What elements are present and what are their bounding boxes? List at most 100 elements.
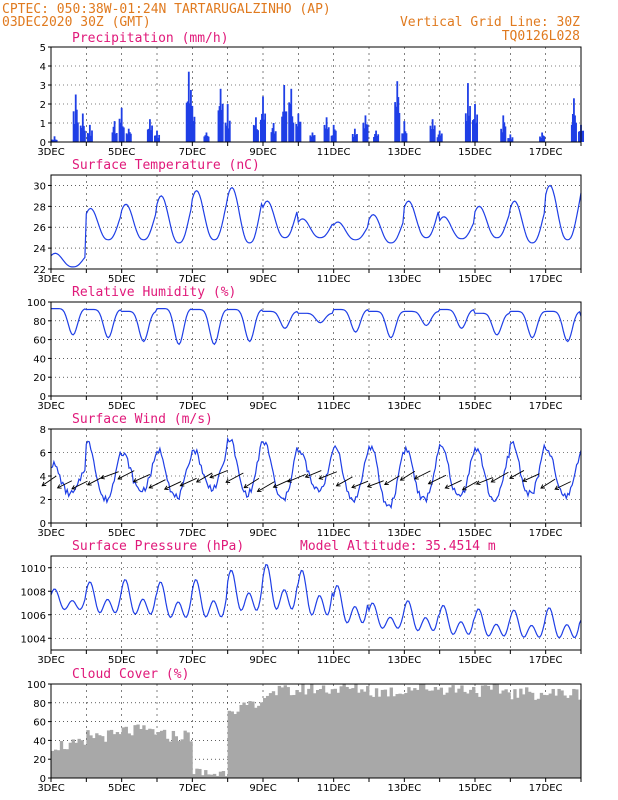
precip-bar [79,125,82,142]
cloud-bar [463,691,467,778]
wind-arrow-head [318,475,324,480]
precip-bar [574,115,576,142]
cloud-bar [410,690,414,778]
cloud-bar [274,695,279,778]
wind-arrow [287,473,306,483]
cloud-bar [480,685,485,778]
cloud-bar [360,689,364,778]
wind-arrow-head [117,475,123,480]
precip-bar [374,134,376,142]
x-tick-label: 3DEC [37,274,64,285]
precip-bar [219,88,222,142]
wind-arrow [491,471,509,483]
cloud-bar [310,684,314,778]
cloud-bar [286,687,290,778]
cloud-bar [522,694,526,778]
cloud-bar [374,688,379,778]
precip-bar [146,129,149,142]
precip-bar [464,113,467,142]
x-tick-label: 7DEC [179,274,206,285]
y-tick-label: 60 [33,718,46,729]
cloud-bar [51,750,55,778]
precip-bar [155,135,157,142]
precip-bar [73,123,76,142]
cloud-bar [307,688,311,778]
cloud-bar [442,694,446,778]
x-tick-label: 7DEC [179,401,206,412]
cloud-bar [121,727,126,778]
precip-bar [476,114,479,142]
precip-bar [126,134,129,142]
wind-arrow-head [100,474,105,480]
precip-bar [438,130,441,142]
precip-bar [283,85,286,142]
cloud-bar [551,688,555,778]
wind-arrow [319,471,338,480]
cloud-bar [380,689,385,778]
precip-bar [264,113,267,142]
precip-bar [311,132,314,142]
panel-frame [50,46,582,143]
panel-frame [50,301,582,397]
precip-bar [122,127,125,142]
precip-bar [273,133,276,142]
precip-bar [257,130,259,142]
precip-bar [55,139,58,142]
y-tick-label: 0 [40,138,46,149]
cloud-bar [498,693,502,778]
x-tick-label: 5DEC [108,401,135,412]
precip-bar [577,131,580,142]
cloud-bar [430,690,435,778]
cloud-bar [233,714,237,778]
cloud-bar [136,724,140,778]
precip-bar [225,125,228,142]
cloud-bar [528,691,532,778]
y-tick-label: 100 [27,680,46,691]
wind-arrow [164,481,182,490]
cloud-bar [436,689,441,778]
precip-bar [274,131,277,142]
cloud-bar [460,685,464,778]
wind-arrow-head [132,478,138,483]
precip-bar [51,139,54,142]
precip-bar [540,137,542,142]
cloud-bar [195,768,199,778]
precip-bar [430,129,433,142]
cloud-bar [554,695,558,778]
precip-bar [220,109,223,142]
x-tick-label: 7DEC [179,147,206,158]
precip-bar [189,129,192,142]
panel-5: 0 20 40 60 80 100 3DEC 5DEC 7DEC 9DEC 11DEC 13DEC 15… [27,667,582,794]
precip-bar [332,124,335,142]
cloud-bar [389,687,393,778]
wind-arrow-head [554,485,560,490]
precip-bar [398,112,401,142]
wind-arrow [148,479,166,489]
cloud-bar [469,689,473,778]
precip-bar [118,118,121,142]
precip-bar [54,139,57,142]
precip-bar [403,121,406,142]
wind-arrow-head [335,482,341,487]
precip-bar [252,124,255,142]
precip-bar [272,123,275,142]
cloud-bar [575,689,579,778]
precip-bar [186,101,189,142]
precip-bar [373,136,375,142]
header-model-code: TQ0126L028 [502,29,580,44]
cloud-bar [260,702,264,778]
cloud-bar [295,689,299,778]
precip-bar [228,120,231,142]
y-tick-label: 30 [33,181,46,192]
precip-bar [282,111,285,142]
wind-arrow-head [384,480,389,486]
cloud-bar [477,696,482,778]
precip-bar [366,124,369,142]
cloud-bar [118,734,123,778]
wind-arrow [384,475,400,486]
precip-bar [185,102,188,142]
wind-arrow-head [243,483,249,489]
panel-0: 0 1 2 3 4 5 3DEC 5DEC 7DEC 9DEC 11DEC 13DEC 15DEC 17D… [37,31,585,158]
precip-bar [87,133,90,142]
precip-bar [377,134,380,142]
